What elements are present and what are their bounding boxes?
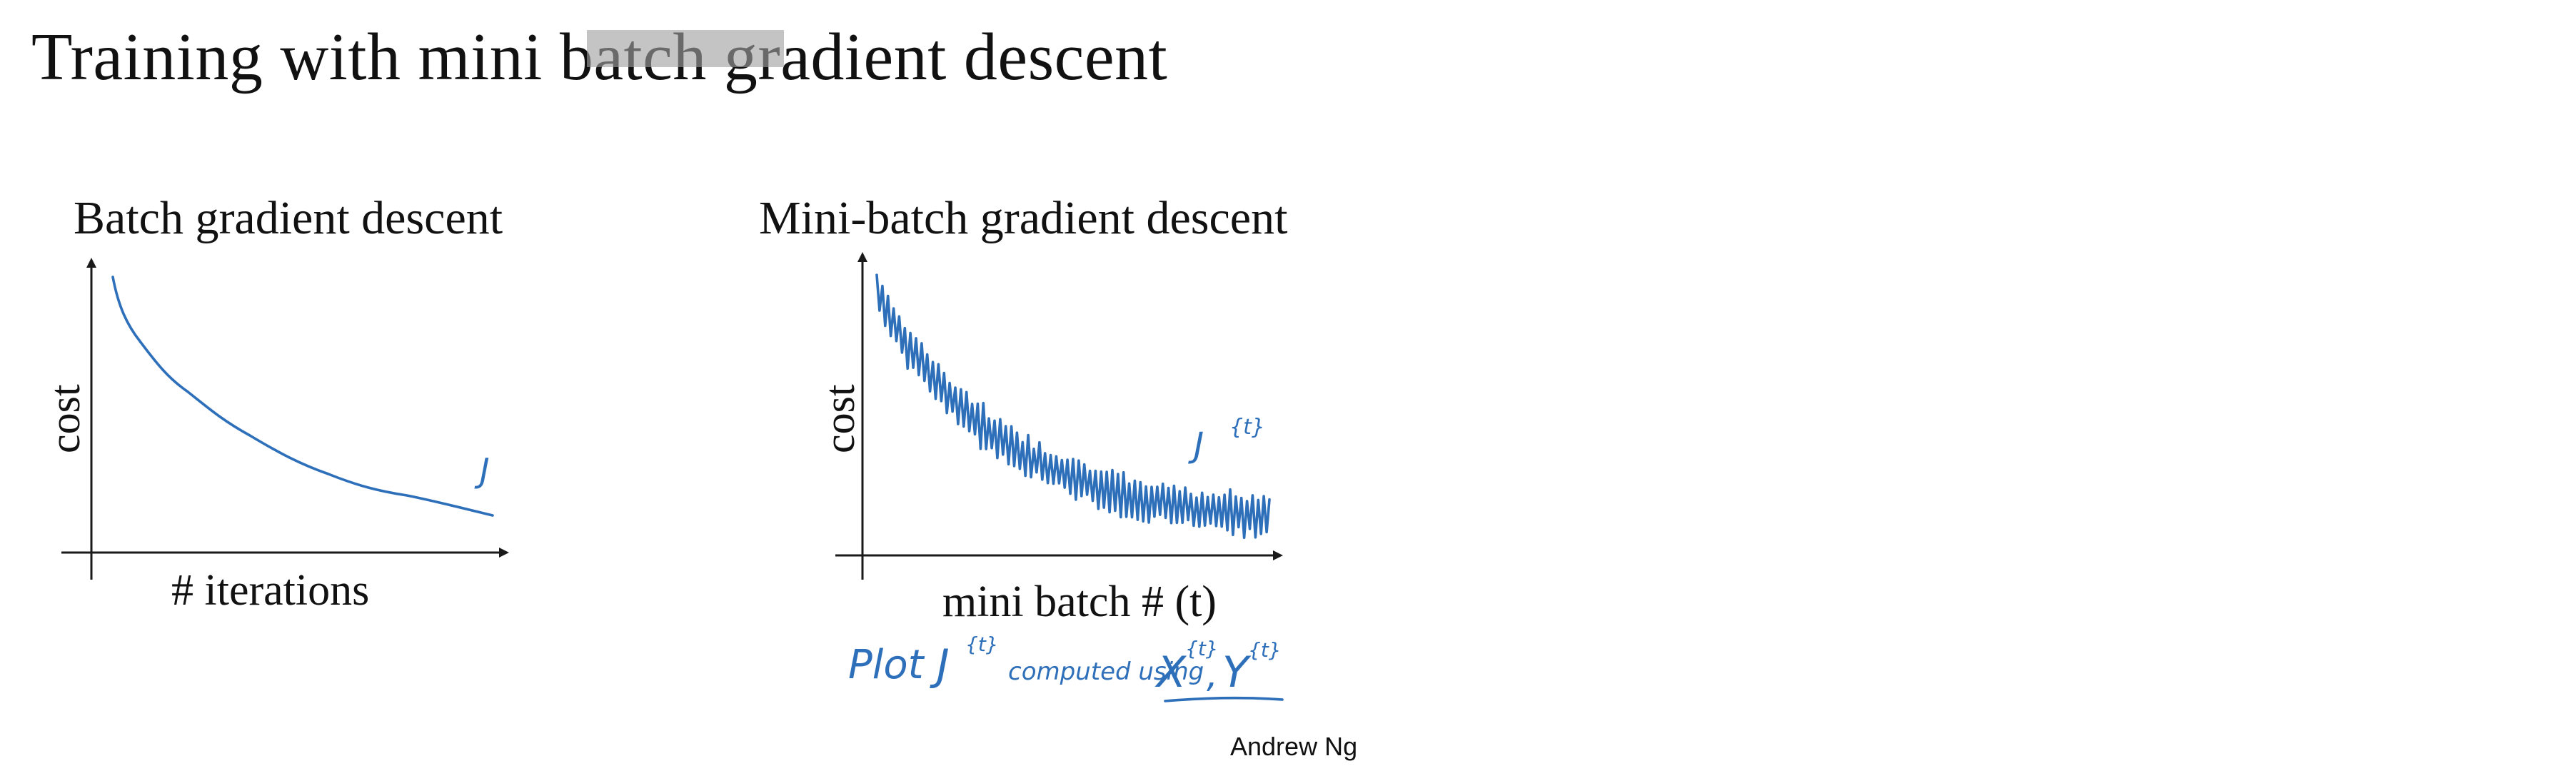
annotation-x: X: [1154, 647, 1187, 697]
annotation-j: J: [930, 640, 950, 690]
annotation-comma: ,: [1207, 654, 1218, 695]
right-chart-title: Mini-batch gradient descent: [759, 192, 1288, 244]
title-overlay-box: [587, 30, 784, 67]
annotation-computed-using: computed using: [1008, 657, 1204, 686]
annotation-j-sup: {t}: [965, 633, 999, 656]
credit-text: Andrew Ng: [1230, 732, 1358, 761]
annotation-underline: [1164, 697, 1284, 702]
left-chart-title: Batch gradient descent: [74, 192, 503, 244]
annotation-plot: Plot: [848, 642, 925, 688]
right-chart-xlabel: mini batch # (t): [942, 578, 1217, 626]
right-curve-label: J: [1188, 425, 1204, 465]
annotation-y-sup: {t}: [1248, 638, 1282, 662]
annotation-x-sup: {t}: [1185, 637, 1219, 660]
left-curve-label: J: [474, 451, 490, 490]
left-chart-xlabel: # iterations: [171, 566, 370, 615]
right-cost-curve: [875, 273, 1271, 539]
right-curve-label-sup: {t}: [1229, 415, 1265, 440]
left-cost-curve: [111, 276, 494, 517]
annotation-y: Y: [1222, 647, 1252, 697]
